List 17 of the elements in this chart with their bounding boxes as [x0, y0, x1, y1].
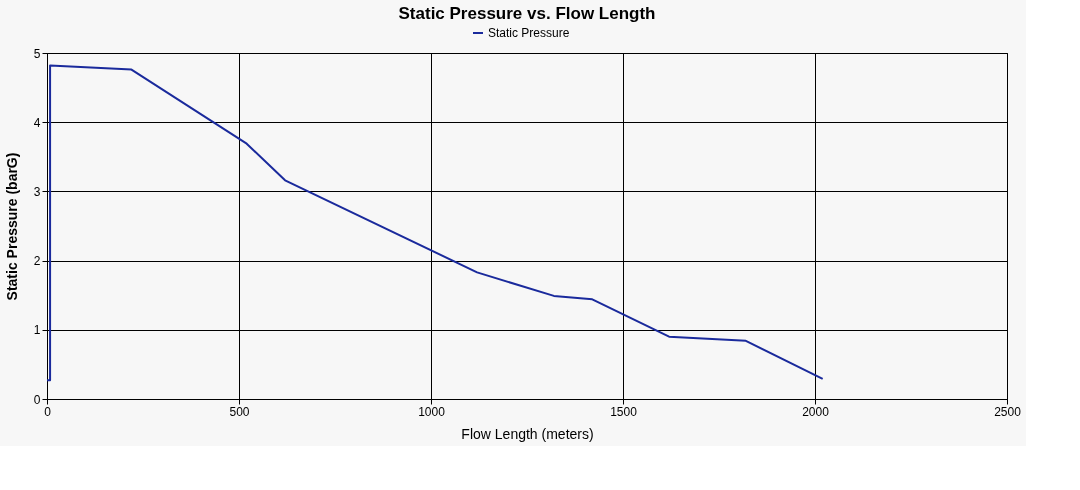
y-tick-label: 4 [33, 115, 41, 130]
legend-label: Static Pressure [488, 26, 570, 40]
x-tick-label: 500 [229, 404, 250, 419]
x-tick-label: 1500 [610, 404, 638, 419]
y-tick-label: 3 [33, 184, 41, 199]
x-axis-title: Flow Length (meters) [461, 425, 594, 442]
y-tick-label: 1 [33, 323, 41, 338]
y-tick-label: 0 [33, 392, 41, 407]
y-tick-label: 5 [33, 46, 41, 61]
chart-title: Static Pressure vs. Flow Length [398, 4, 656, 23]
x-tick-label: 1000 [418, 404, 446, 419]
x-tick-label: 0 [44, 404, 52, 419]
y-axis-title: Static Pressure (barG) [3, 152, 20, 301]
x-tick-label: 2000 [802, 404, 830, 419]
line-series [46, 64, 824, 382]
x-tick-label: 2500 [994, 404, 1022, 419]
y-tick-label: 2 [33, 254, 41, 269]
